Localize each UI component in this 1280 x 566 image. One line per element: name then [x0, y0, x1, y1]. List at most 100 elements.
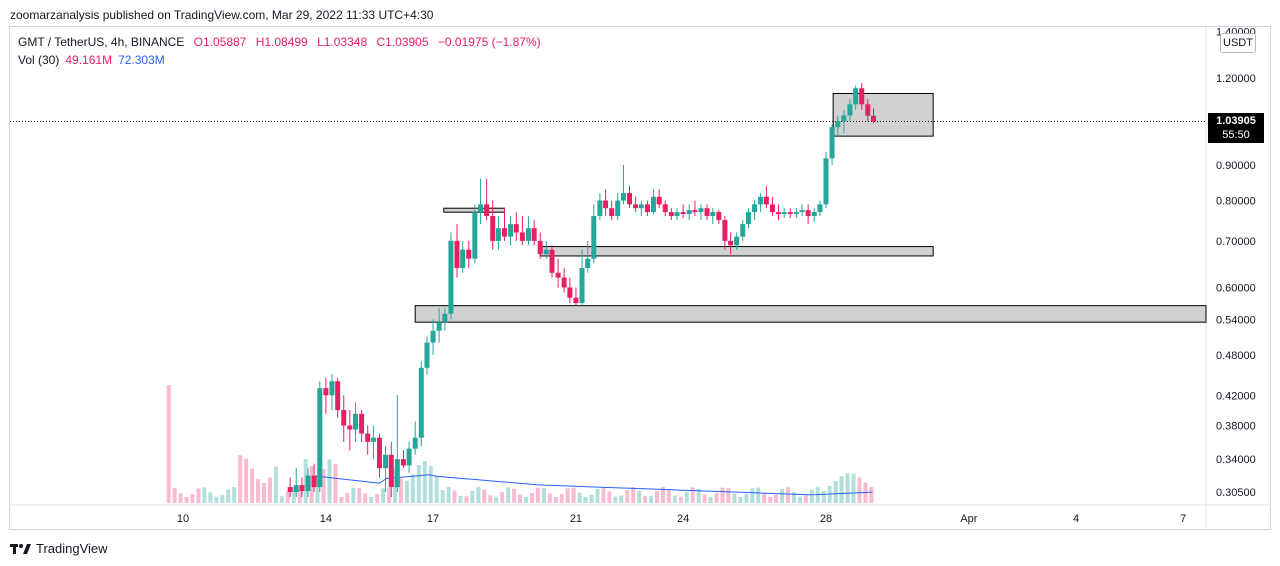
candle-body: [519, 232, 525, 241]
volume-bar: [410, 474, 415, 503]
candle-body: [329, 381, 335, 396]
x-tick-label: 7: [1180, 513, 1186, 525]
candle-body: [341, 410, 347, 426]
volume-label[interactable]: Vol (30): [18, 53, 60, 67]
candle-body: [668, 212, 674, 217]
volume-bar: [440, 490, 445, 503]
volume-bar: [339, 496, 344, 503]
candle-body: [448, 240, 454, 314]
last-price-value: 1.03905: [1216, 115, 1256, 127]
volume-bar: [756, 487, 761, 503]
volume-bar: [196, 488, 201, 503]
volume-bar: [476, 487, 481, 503]
volume-bar: [524, 496, 529, 503]
candle-body: [591, 216, 597, 259]
volume-bar: [458, 495, 463, 503]
volume-bar: [643, 496, 648, 503]
volume-bar: [690, 487, 695, 503]
volume-bar: [267, 477, 272, 503]
candle-body: [335, 381, 341, 411]
tradingview-footer[interactable]: TradingView: [10, 541, 108, 556]
candle-body: [579, 267, 585, 304]
volume-bar: [541, 488, 546, 503]
candle-body: [537, 240, 543, 255]
volume-bar: [732, 493, 737, 503]
symbol-legend: GMT / TetherUS, 4h, BINANCE O1.05887 H1.…: [18, 35, 547, 49]
candle-body: [698, 208, 704, 213]
candle-body: [758, 196, 764, 205]
candle-body: [561, 277, 567, 288]
volume-bar: [279, 496, 284, 503]
candle-body: [502, 228, 507, 237]
x-tick-label: 14: [320, 513, 332, 525]
volume-bar: [637, 490, 642, 503]
volume-bar: [595, 489, 600, 503]
ohlc-change: −0.01975 (−1.87%): [437, 35, 541, 49]
volume-bar: [774, 494, 779, 503]
volume-bar: [613, 496, 618, 503]
candle-body: [466, 249, 472, 259]
chart-frame[interactable]: [9, 26, 1271, 530]
candle-body: [722, 220, 728, 241]
candle-body: [638, 204, 644, 209]
volume-bar: [184, 496, 189, 503]
candle-body: [317, 388, 323, 488]
x-tick-label: 21: [570, 513, 582, 525]
candle-body: [347, 425, 353, 430]
volume-ma-value: 72.303M: [118, 53, 165, 67]
volume-bar: [273, 466, 278, 503]
volume-bar: [518, 494, 523, 503]
symbol-name[interactable]: GMT / TetherUS, 4h, BINANCE: [18, 35, 185, 49]
candle-body: [495, 228, 501, 241]
candle-body: [400, 459, 406, 466]
volume-bar: [780, 489, 785, 503]
price-zone: [443, 207, 505, 213]
candle-body: [472, 212, 478, 259]
volume-bar: [464, 496, 469, 503]
candle-body: [829, 127, 835, 159]
volume-bar: [190, 494, 195, 503]
candle-body: [775, 212, 781, 215]
volume-bar: [565, 488, 570, 503]
volume-bar: [720, 487, 725, 503]
candle-body: [745, 212, 751, 225]
candle-body: [793, 212, 799, 215]
volume-bar: [488, 495, 493, 503]
candle-body: [692, 210, 698, 213]
candle-body: [716, 212, 722, 221]
volume-bar: [244, 458, 249, 503]
candle-body: [436, 322, 442, 331]
y-tick-label: 0.90000: [1216, 160, 1256, 172]
volume-bar: [786, 487, 791, 503]
volume-bar: [321, 469, 326, 503]
volume-bar: [238, 455, 243, 503]
candle-body: [603, 200, 609, 209]
currency-unit-button[interactable]: USDT: [1220, 33, 1256, 53]
volume-bar: [398, 478, 403, 503]
candle-body: [847, 104, 853, 116]
volume-bar: [738, 496, 743, 503]
y-tick-label: 0.70000: [1216, 236, 1256, 248]
volume-bar: [345, 493, 350, 503]
candle-body: [871, 115, 877, 122]
volume-bar: [369, 496, 374, 503]
candle-body: [734, 236, 740, 246]
volume-bar: [678, 496, 683, 503]
ohlc-open: O1.05887: [193, 35, 247, 49]
candle-body: [805, 210, 811, 217]
volume-bar: [791, 491, 796, 503]
candle-body: [299, 485, 305, 492]
candle-body: [359, 413, 365, 434]
volume-bar: [434, 475, 439, 503]
volume-bar: [327, 459, 332, 503]
tradingview-logo-icon: [10, 543, 31, 554]
volume-bar: [232, 487, 237, 503]
y-tick-label: 0.30500: [1216, 487, 1256, 499]
volume-bar: [506, 487, 511, 503]
candle-body: [394, 459, 400, 488]
candle-body: [597, 200, 603, 217]
volume-legend: Vol (30) 49.161M 72.303M: [18, 53, 165, 67]
volume-bar: [416, 464, 421, 503]
volume-bar: [547, 493, 552, 503]
